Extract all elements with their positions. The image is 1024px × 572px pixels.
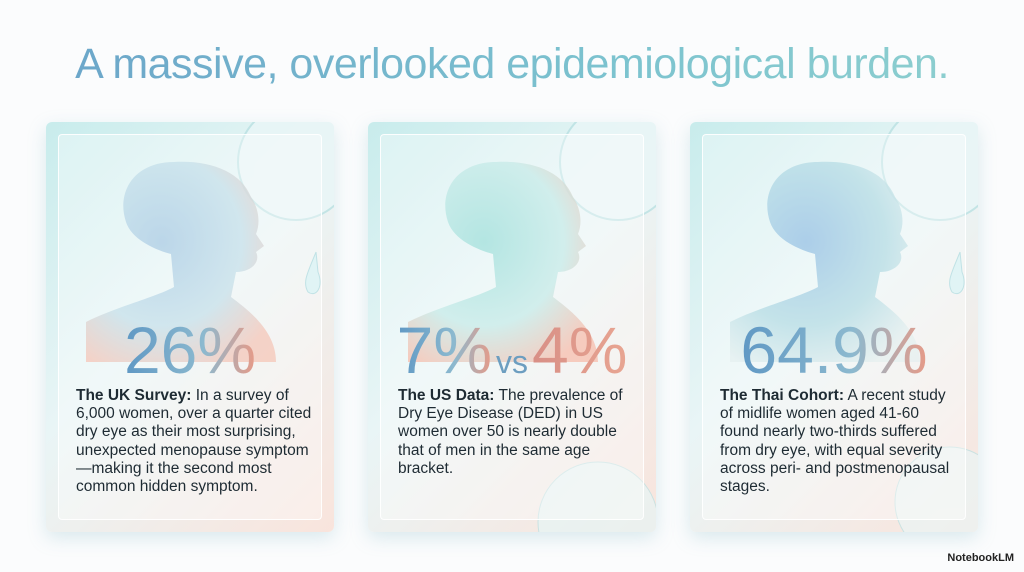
card-label: The UK Survey: (76, 387, 192, 404)
card-body: A recent study of midlife women aged 41-… (720, 387, 950, 496)
stat-card: 26% The UK Survey: In a survey of 6,000 … (46, 122, 334, 532)
card-text: The Thai Cohort: A recent study of midli… (720, 387, 956, 496)
card-text: The UK Survey: In a survey of 6,000 wome… (76, 387, 312, 496)
stat-card: 64.9% The Thai Cohort: A recent study of… (690, 122, 978, 532)
stat-value: 26% (123, 313, 257, 387)
card-label: The US Data: (398, 387, 495, 404)
stat-value: 64.9% (740, 313, 928, 387)
card-body: The prevalence of Dry Eye Disease (DED) … (398, 387, 623, 477)
stat: 64.9% (690, 310, 978, 390)
stat-connector: vs (496, 344, 528, 380)
stat-value: 7% (396, 313, 492, 387)
card-frame (58, 134, 322, 520)
stat: 7% vs4% (368, 310, 656, 402)
card-frame (380, 134, 644, 520)
card-body: In a survey of 6,000 women, over a quart… (76, 387, 312, 496)
card-illustration (86, 122, 334, 362)
card-illustration (408, 122, 656, 532)
slide-title: A massive, overlooked epidemiological bu… (0, 40, 1024, 89)
card-text: The US Data: The prevalence of Dry Eye D… (398, 387, 634, 478)
card-illustration (730, 122, 978, 532)
stat: 26% (46, 310, 334, 390)
brand-logo: NotebookLM (947, 552, 1014, 564)
card-frame (702, 134, 966, 520)
stat-value: 4% (532, 313, 628, 387)
stat-card: 7% vs4% The US Data: The prevalence of Dr… (368, 122, 656, 532)
card-label: The Thai Cohort: (720, 387, 844, 404)
